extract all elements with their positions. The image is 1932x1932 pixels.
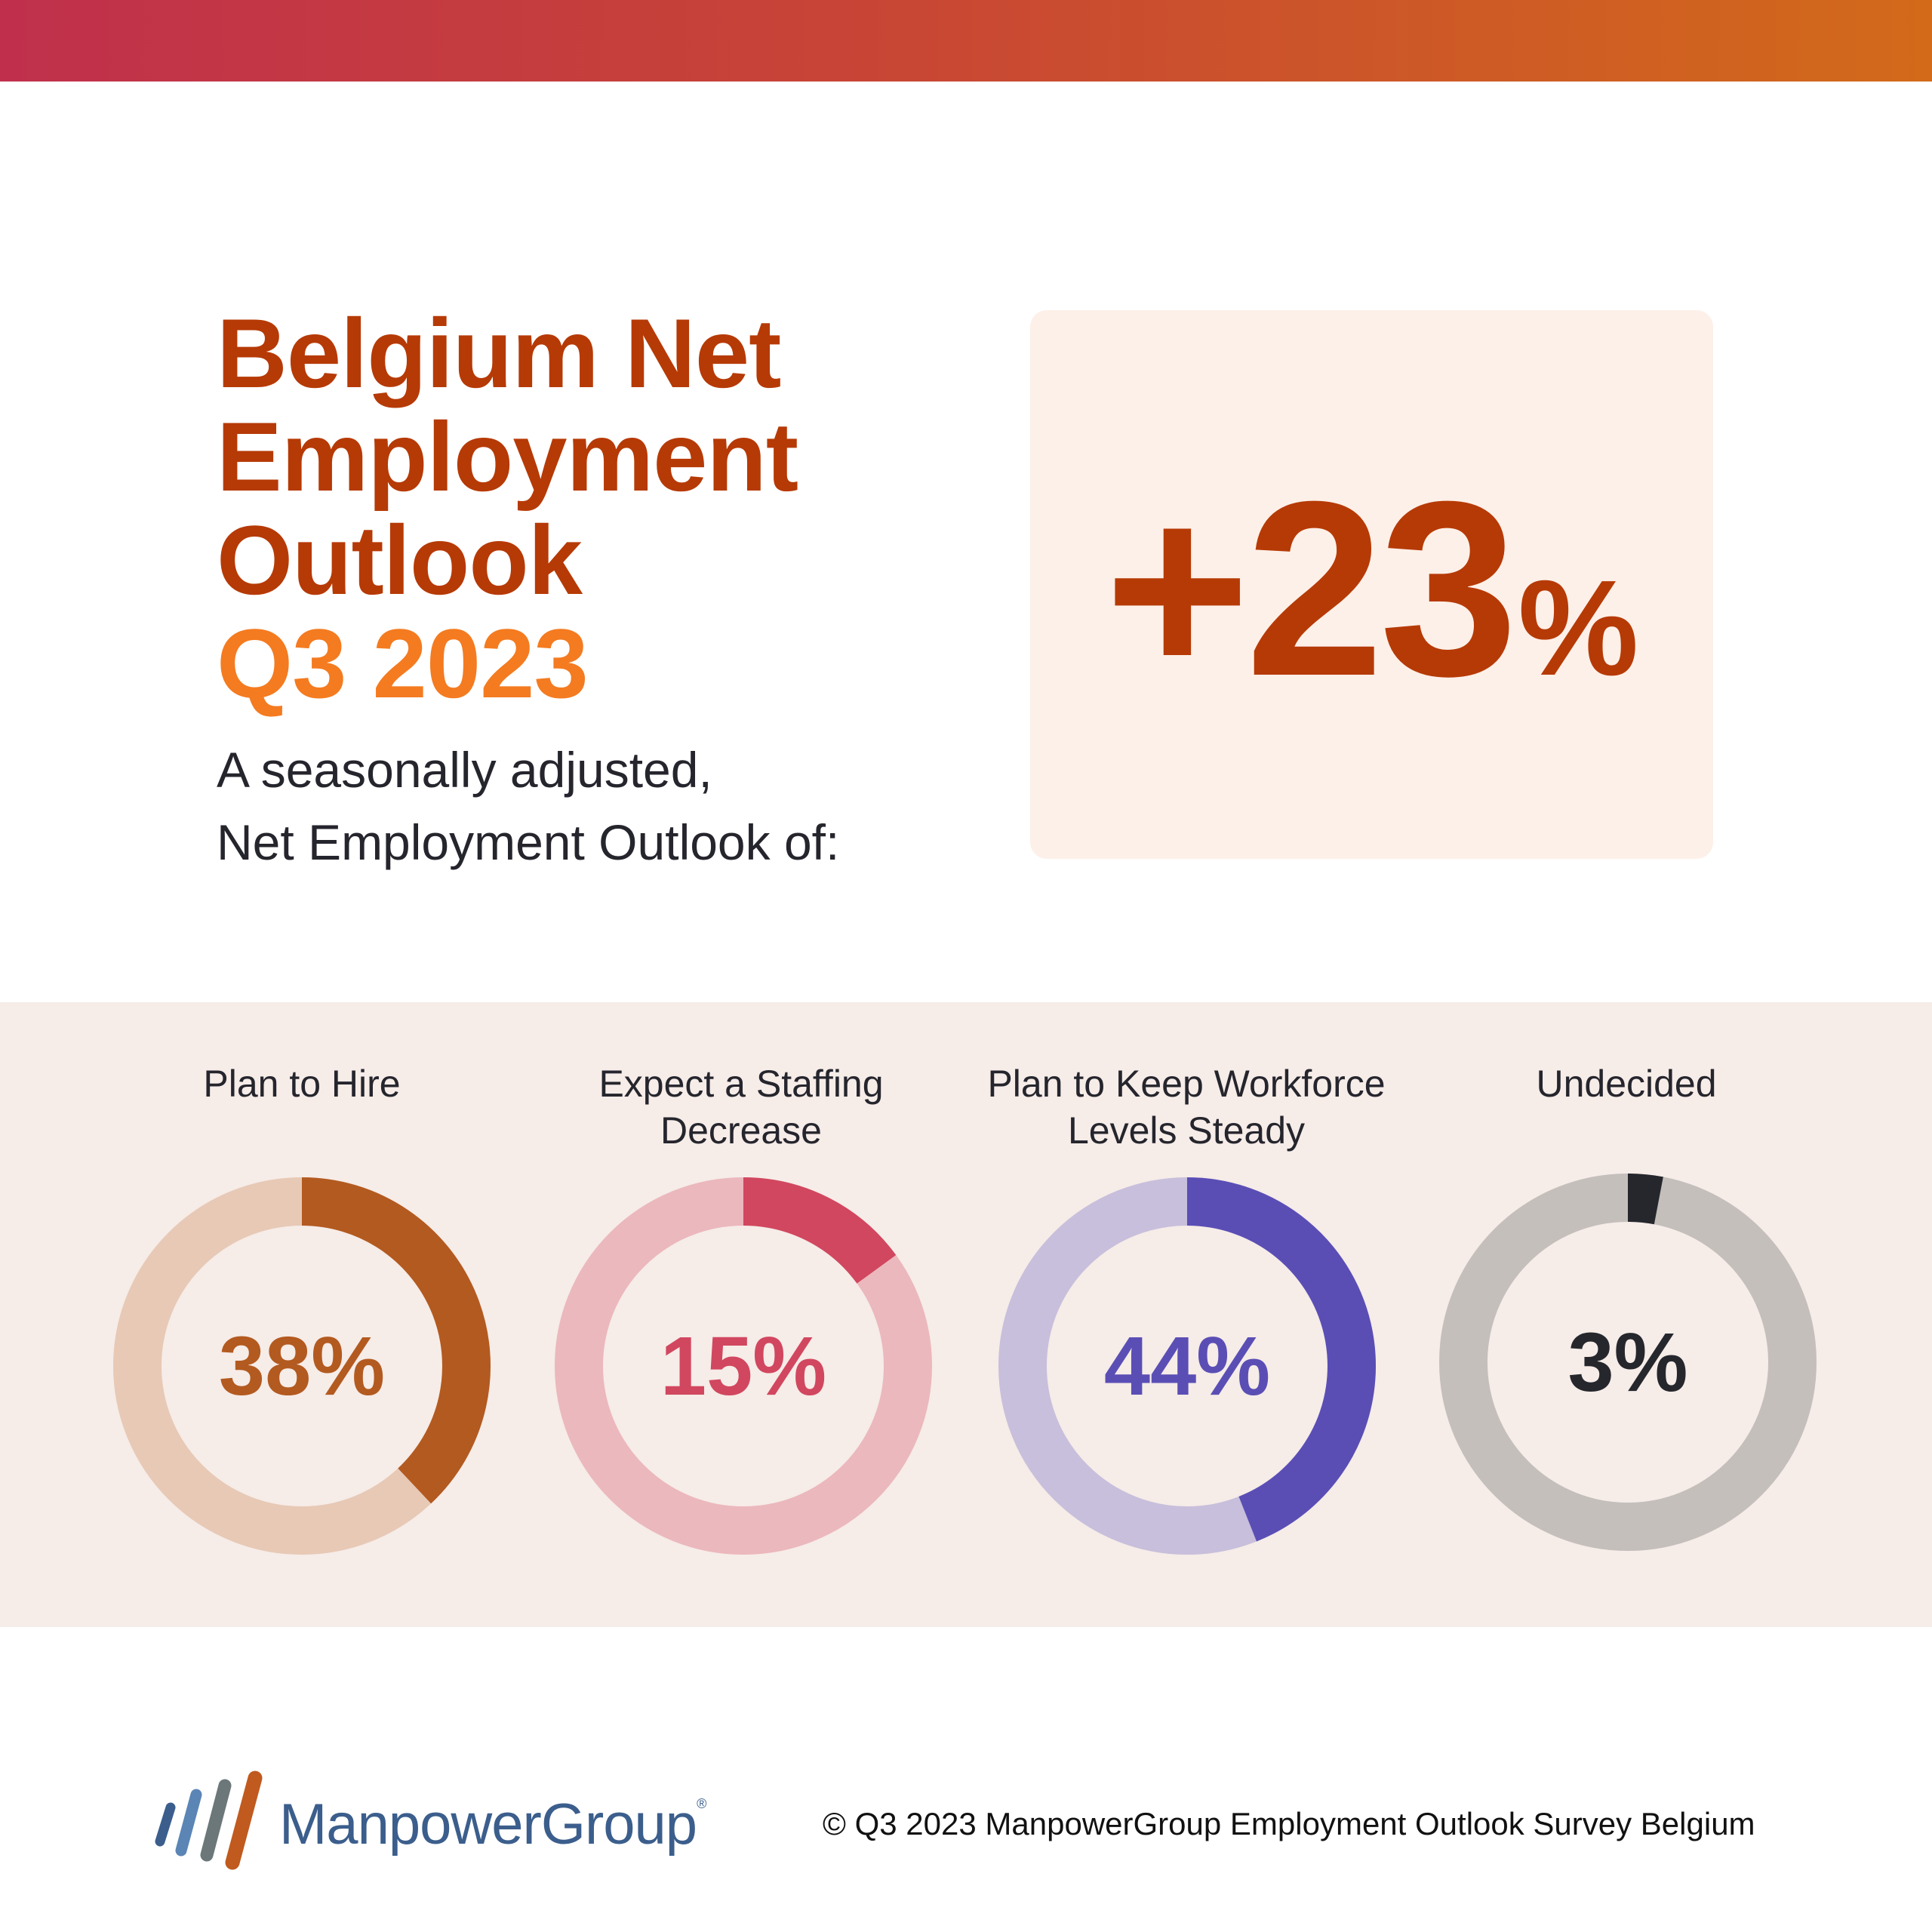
donut-chart-svg: [998, 1177, 1376, 1555]
donut-value-staffing-decrease: 15%: [660, 1319, 827, 1413]
donut-slice-plan-to-hire: [301, 1177, 491, 1504]
brand-name: ManpowerGroup®: [279, 1792, 706, 1857]
subtitle-line-1: A seasonally adjusted,: [217, 742, 712, 798]
donut-label-undecided: Undecided: [1392, 1060, 1860, 1107]
donut-value-plan-to-hire: 38%: [218, 1319, 386, 1413]
donut-label-line: Undecided: [1536, 1063, 1717, 1105]
donut-chart-svg: [113, 1177, 491, 1555]
title-line-3: Outlook: [217, 505, 583, 615]
donut-slice-staffing-decrease: [743, 1177, 897, 1284]
donut-label-keep-steady: Plan to Keep Workforce Levels Steady: [952, 1060, 1420, 1154]
title-line-2: Employment: [217, 401, 798, 512]
headline-percent-sign: %: [1518, 552, 1639, 704]
manpowergroup-logo: ManpowerGroup®: [149, 1766, 723, 1872]
donut-value-keep-steady: 44%: [1103, 1319, 1271, 1413]
copyright-notice: © Q3 2023 ManpowerGroup Employment Outlo…: [823, 1806, 1755, 1841]
manpowergroup-stripes-icon: [155, 1770, 263, 1870]
subtitle: A seasonally adjusted, Net Employment Ou…: [217, 734, 839, 878]
donut-staffing-decrease: 15%: [551, 1174, 936, 1558]
donut-label-line: Plan to Hire: [203, 1063, 401, 1105]
donut-plan-to-hire: 38%: [109, 1174, 494, 1558]
donut-label-staffing-decrease: Expect a Staffing Decrease: [507, 1060, 975, 1154]
title-line-1: Belgium Net: [217, 298, 781, 408]
donut-chart-svg: [1439, 1174, 1817, 1551]
donut-chart-svg: [555, 1177, 932, 1555]
registered-mark: ®: [697, 1796, 706, 1811]
donut-slice-undecided: [1627, 1174, 1663, 1225]
donut-keep-steady: 44%: [995, 1174, 1380, 1558]
donut-label-line: Plan to Keep Workforce: [987, 1063, 1386, 1105]
donut-value-undecided: 3%: [1567, 1315, 1688, 1409]
donut-undecided: 3%: [1435, 1170, 1820, 1555]
brand-wordmark: ManpowerGroup: [279, 1792, 697, 1857]
donut-label-line: Levels Steady: [1067, 1109, 1306, 1152]
headline-outlook-value: +23%: [1105, 445, 1639, 732]
headline-outlook-box: +23%: [1030, 310, 1713, 859]
headline-number: +23: [1104, 448, 1518, 728]
donut-label-line: Decrease: [660, 1109, 822, 1152]
top-gradient-bar: [0, 0, 1932, 82]
donut-slice-keep-steady: [1186, 1177, 1376, 1542]
donut-label-line: Expect a Staffing: [598, 1063, 884, 1105]
subtitle-line-2: Net Employment Outlook of:: [217, 814, 840, 870]
page-title: Belgium Net Employment Outlook Q3 2023: [217, 302, 798, 715]
survey-period: Q3 2023: [217, 608, 589, 718]
donut-label-plan-to-hire: Plan to Hire: [68, 1060, 536, 1107]
